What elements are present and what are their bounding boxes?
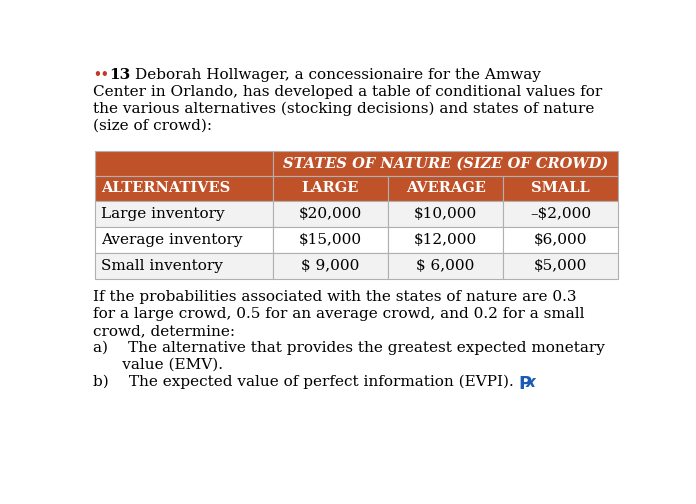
Text: x: x <box>525 374 535 390</box>
Text: –$2,000: –$2,000 <box>530 207 592 221</box>
Text: for a large crowd, 0.5 for an average crowd, and 0.2 for a small: for a large crowd, 0.5 for an average cr… <box>93 307 585 321</box>
Text: value (EMV).: value (EMV). <box>93 358 223 372</box>
Text: crowd, determine:: crowd, determine: <box>93 324 235 338</box>
Text: Deborah Hollwager, a concessionaire for the Amway: Deborah Hollwager, a concessionaire for … <box>135 68 541 82</box>
Text: 13: 13 <box>109 68 130 82</box>
Text: LARGE: LARGE <box>302 181 359 196</box>
Text: $10,000: $10,000 <box>414 207 477 221</box>
Bar <box>95 253 273 279</box>
Bar <box>273 227 388 253</box>
Text: $ 9,000: $ 9,000 <box>301 259 360 273</box>
Text: STATES OF NATURE (SIZE OF CROWD): STATES OF NATURE (SIZE OF CROWD) <box>283 157 608 171</box>
Text: If the probabilities associated with the states of nature are 0.3: If the probabilities associated with the… <box>93 290 577 304</box>
Text: $5,000: $5,000 <box>534 259 587 273</box>
Text: SMALL: SMALL <box>531 181 590 196</box>
Bar <box>273 253 388 279</box>
Text: $20,000: $20,000 <box>299 207 362 221</box>
Text: $12,000: $12,000 <box>414 233 477 247</box>
Bar <box>95 176 273 201</box>
Text: AVERAGE: AVERAGE <box>406 181 486 196</box>
Bar <box>388 253 503 279</box>
Text: Large inventory: Large inventory <box>102 207 225 221</box>
Text: ••: •• <box>93 68 109 81</box>
Text: $6,000: $6,000 <box>534 233 587 247</box>
Bar <box>503 201 618 227</box>
Text: $15,000: $15,000 <box>299 233 362 247</box>
Bar <box>273 176 388 201</box>
Bar <box>388 227 503 253</box>
Text: P: P <box>518 374 531 393</box>
Text: Small inventory: Small inventory <box>102 259 223 273</box>
Bar <box>503 176 618 201</box>
Bar <box>273 201 388 227</box>
Bar <box>273 151 618 176</box>
Bar <box>388 201 503 227</box>
Text: b)  The expected value of perfect information (EVPI).: b) The expected value of perfect informa… <box>93 374 519 389</box>
Text: the various alternatives (stocking decisions) and states of nature: the various alternatives (stocking decis… <box>93 102 594 116</box>
Text: $ 6,000: $ 6,000 <box>416 259 475 273</box>
Bar <box>95 227 273 253</box>
Bar <box>95 201 273 227</box>
Text: (size of crowd):: (size of crowd): <box>93 119 212 133</box>
Bar <box>388 176 503 201</box>
Text: Center in Orlando, has developed a table of conditional values for: Center in Orlando, has developed a table… <box>93 85 603 99</box>
Text: ALTERNATIVES: ALTERNATIVES <box>102 181 230 196</box>
Bar <box>95 151 273 176</box>
Bar <box>503 253 618 279</box>
Text: a)  The alternative that provides the greatest expected monetary: a) The alternative that provides the gre… <box>93 341 605 355</box>
Bar <box>503 227 618 253</box>
Text: Average inventory: Average inventory <box>102 233 243 247</box>
